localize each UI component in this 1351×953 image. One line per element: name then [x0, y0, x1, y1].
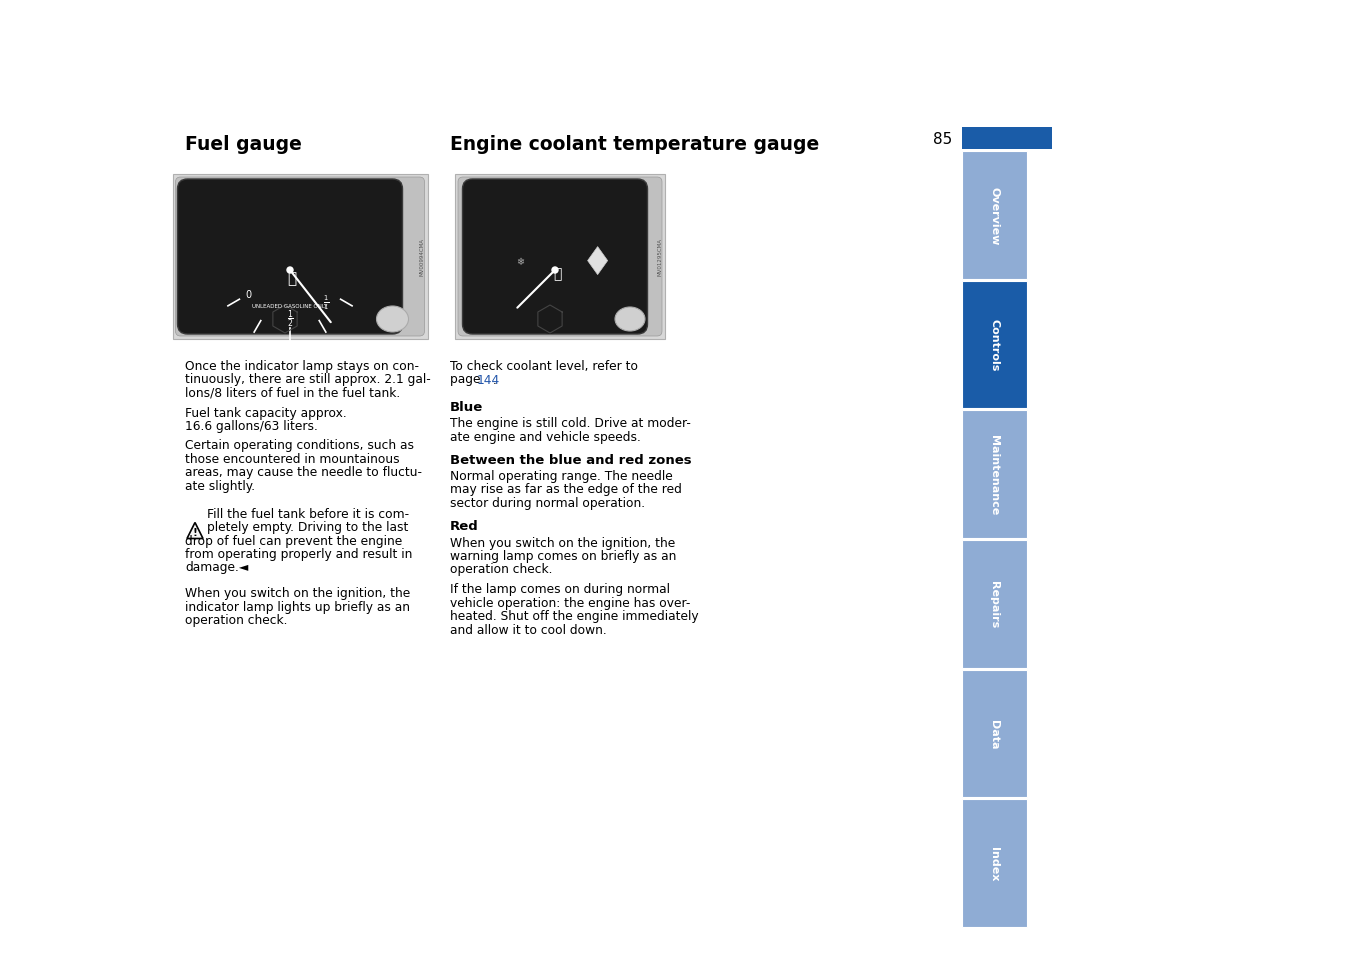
- Text: page: page: [450, 374, 485, 386]
- Text: 0: 0: [245, 290, 251, 300]
- Bar: [962, 128, 1052, 150]
- Text: drop of fuel can prevent the engine: drop of fuel can prevent the engine: [185, 534, 403, 547]
- Text: those encountered in mountainous: those encountered in mountainous: [185, 453, 400, 465]
- Text: Index: Index: [989, 846, 1000, 881]
- Text: !: !: [193, 528, 197, 537]
- Text: When you switch on the ignition, the: When you switch on the ignition, the: [185, 586, 411, 599]
- Text: Once the indicator lamp stays on con-: Once the indicator lamp stays on con-: [185, 359, 419, 373]
- Ellipse shape: [615, 308, 644, 332]
- Bar: [962, 540, 1027, 668]
- Text: 🌡: 🌡: [553, 267, 561, 281]
- Text: When you switch on the ignition, the: When you switch on the ignition, the: [450, 536, 676, 549]
- Text: sector during normal operation.: sector during normal operation.: [450, 497, 646, 510]
- Text: Engine coolant temperature gauge: Engine coolant temperature gauge: [450, 135, 819, 153]
- FancyBboxPatch shape: [458, 178, 662, 336]
- Text: Between the blue and red zones: Between the blue and red zones: [450, 454, 692, 467]
- Text: ate slightly.: ate slightly.: [185, 479, 255, 493]
- Text: Maintenance: Maintenance: [989, 435, 1000, 515]
- Bar: [962, 800, 1027, 927]
- Text: tinuously, there are still approx. 2.1 gal-: tinuously, there are still approx. 2.1 g…: [185, 374, 431, 386]
- Text: from operating properly and result in: from operating properly and result in: [185, 547, 412, 560]
- Text: $\frac{1}{1}$: $\frac{1}{1}$: [323, 294, 330, 313]
- Text: To check coolant level, refer to: To check coolant level, refer to: [450, 359, 638, 373]
- Text: Fuel gauge: Fuel gauge: [185, 135, 301, 153]
- Circle shape: [286, 268, 293, 274]
- Text: ate engine and vehicle speeds.: ate engine and vehicle speeds.: [450, 430, 640, 443]
- Text: may rise as far as the edge of the red: may rise as far as the edge of the red: [450, 483, 682, 496]
- Text: vehicle operation: the engine has over-: vehicle operation: the engine has over-: [450, 596, 690, 609]
- Text: Overview: Overview: [989, 187, 1000, 245]
- Text: lons/8 liters of fuel in the fuel tank.: lons/8 liters of fuel in the fuel tank.: [185, 387, 400, 399]
- Text: pletely empty. Driving to the last: pletely empty. Driving to the last: [207, 520, 408, 534]
- Text: ❄: ❄: [516, 256, 524, 266]
- Text: MV00994CMA: MV00994CMA: [420, 238, 426, 276]
- Text: Data: Data: [989, 719, 1000, 748]
- Circle shape: [553, 268, 558, 274]
- Bar: [962, 411, 1027, 538]
- Text: and allow it to cool down.: and allow it to cool down.: [450, 623, 607, 636]
- Text: Blue: Blue: [450, 400, 484, 414]
- Text: ⛽: ⛽: [288, 271, 297, 286]
- Text: Controls: Controls: [989, 319, 1000, 372]
- Polygon shape: [588, 248, 608, 275]
- Text: Fuel tank capacity approx.: Fuel tank capacity approx.: [185, 406, 347, 419]
- Bar: [962, 152, 1027, 279]
- Text: Fill the fuel tank before it is com-: Fill the fuel tank before it is com-: [207, 507, 409, 520]
- Text: indicator lamp lights up briefly as an: indicator lamp lights up briefly as an: [185, 599, 409, 613]
- Text: 144: 144: [477, 374, 500, 386]
- Text: Normal operating range. The needle: Normal operating range. The needle: [450, 470, 673, 482]
- Polygon shape: [186, 523, 203, 539]
- Text: areas, may cause the needle to fluctu-: areas, may cause the needle to fluctu-: [185, 466, 422, 479]
- Text: Certain operating conditions, such as: Certain operating conditions, such as: [185, 439, 413, 452]
- Text: damage.◄: damage.◄: [185, 561, 249, 574]
- Text: warning lamp comes on briefly as an: warning lamp comes on briefly as an: [450, 550, 677, 562]
- Text: heated. Shut off the engine immediately: heated. Shut off the engine immediately: [450, 609, 698, 622]
- Text: 85: 85: [932, 132, 952, 147]
- Text: UNLEADED GASOLINE ONLY: UNLEADED GASOLINE ONLY: [253, 303, 328, 308]
- Ellipse shape: [377, 307, 408, 333]
- Bar: [962, 281, 1027, 409]
- Circle shape: [536, 306, 563, 334]
- Text: The engine is still cold. Drive at moder-: The engine is still cold. Drive at moder…: [450, 416, 690, 430]
- Text: operation check.: operation check.: [450, 563, 553, 576]
- Text: MV01295CMA: MV01295CMA: [658, 238, 662, 276]
- Circle shape: [272, 306, 299, 334]
- Bar: [173, 174, 427, 339]
- Text: Red: Red: [450, 520, 478, 533]
- Text: If the lamp comes on during normal: If the lamp comes on during normal: [450, 582, 670, 596]
- Text: .: .: [493, 374, 497, 386]
- Text: Repairs: Repairs: [989, 580, 1000, 628]
- Bar: [962, 670, 1027, 798]
- Text: $\frac{1}{2}$: $\frac{1}{2}$: [286, 308, 293, 330]
- Text: operation check.: operation check.: [185, 614, 288, 626]
- Bar: [455, 174, 665, 339]
- FancyBboxPatch shape: [176, 178, 424, 336]
- FancyBboxPatch shape: [462, 180, 647, 335]
- FancyBboxPatch shape: [177, 180, 403, 335]
- Text: 16.6 gallons/63 liters.: 16.6 gallons/63 liters.: [185, 419, 317, 433]
